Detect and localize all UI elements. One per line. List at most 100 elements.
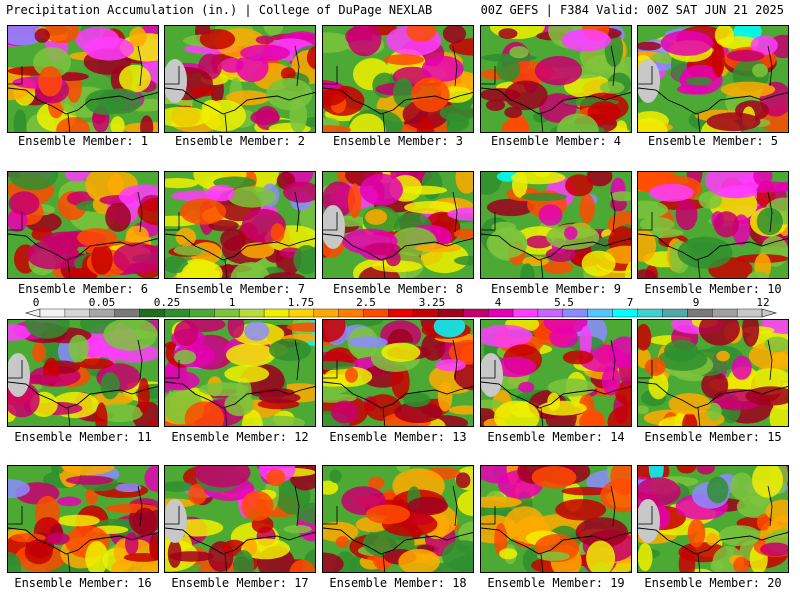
precipitation-field [165, 26, 315, 132]
ensemble-member-caption: Ensemble Member: 4 [476, 134, 636, 148]
colorbar-swatch [712, 308, 738, 318]
ensemble-member-caption: Ensemble Member: 5 [633, 134, 793, 148]
caption-prefix: Ensemble Member: [17, 134, 141, 148]
state-border [323, 45, 458, 132]
ensemble-member-map [637, 25, 789, 133]
ensemble-member-map [480, 319, 632, 427]
ensemble-member-map [164, 25, 316, 133]
ensemble-member-caption: Ensemble Member: 2 [160, 134, 320, 148]
colorbar-swatch [587, 308, 614, 318]
precipitation-field [165, 172, 315, 278]
precipitation-field [638, 466, 788, 572]
caption-prefix: Ensemble Member: [332, 134, 456, 148]
member-number: 3 [455, 134, 464, 148]
state-border [638, 339, 773, 426]
precipitation-field [8, 172, 158, 278]
ensemble-member-caption: Ensemble Member: 3 [318, 134, 478, 148]
state-border [323, 191, 458, 278]
ensemble-member-map [164, 319, 316, 427]
colorbar-tick-label: 3.25 [418, 296, 446, 309]
ensemble-member-caption: Ensemble Member: 18 [318, 576, 478, 590]
ensemble-member-map [164, 171, 316, 279]
ensemble-member-caption: Ensemble Member: 19 [476, 576, 636, 590]
state-border [8, 191, 143, 278]
coastline-border [8, 381, 158, 409]
precipitation-field [8, 320, 158, 426]
coastline-border [323, 233, 473, 261]
state-border [638, 485, 773, 572]
ensemble-member-caption: Ensemble Member: 8 [318, 282, 478, 296]
state-border [8, 45, 143, 132]
member-number: 2 [297, 134, 306, 148]
precipitation-field [165, 466, 315, 572]
colorbar-swatch [214, 308, 240, 318]
colorbar-swatch [438, 308, 464, 318]
precipitation-field [481, 466, 631, 572]
colorbar-swatch [39, 308, 66, 318]
coastline-border [638, 381, 788, 409]
member-number: 12 [294, 430, 309, 444]
coastline-border [638, 87, 788, 115]
colorbar-swatch [413, 308, 439, 318]
colorbar-tick-label: 0.05 [88, 296, 116, 309]
caption-prefix: Ensemble Member: [17, 282, 141, 296]
ensemble-member-map [322, 171, 474, 279]
ensemble-member-map [7, 465, 159, 573]
state-border [323, 339, 458, 426]
colorbar-swatch [139, 308, 165, 318]
colorbar-swatch [463, 308, 489, 318]
caption-prefix: Ensemble Member: [332, 282, 456, 296]
caption-prefix: Ensemble Member: [174, 282, 298, 296]
precipitation-field [638, 320, 788, 426]
colorbar-tick-label: 1.75 [287, 296, 315, 309]
colorbar-swatch [263, 308, 290, 318]
colorbar-swatch [388, 308, 414, 318]
ensemble-member-caption: Ensemble Member: 20 [633, 576, 793, 590]
state-border [323, 485, 458, 572]
member-number: 4 [613, 134, 622, 148]
coastline-border [8, 233, 158, 261]
precipitation-field [481, 172, 631, 278]
member-number: 20 [767, 576, 782, 590]
colorbar-max-arrow [761, 308, 778, 318]
colorbar-tick-label: 7 [626, 296, 634, 309]
state-border [8, 339, 143, 426]
member-number: 5 [770, 134, 779, 148]
ensemble-member-map [637, 171, 789, 279]
model-run-info: 00Z GEFS | F384 Valid: 00Z SAT JUN 21 20… [480, 3, 784, 17]
colorbar-swatch [736, 308, 763, 318]
ensemble-member-caption: Ensemble Member: 14 [476, 430, 636, 444]
ensemble-member-caption: Ensemble Member: 6 [3, 282, 163, 296]
ensemble-member-map [637, 465, 789, 573]
colorbar-swatch [537, 308, 564, 318]
ensemble-member-map [7, 319, 159, 427]
precipitation-field [8, 466, 158, 572]
ensemble-member-caption: Ensemble Member: 10 [633, 282, 793, 296]
coastline-border [165, 381, 315, 409]
colorbar-tick-label: 4 [494, 296, 502, 309]
state-border [638, 191, 773, 278]
coastline-border [323, 381, 473, 409]
precipitation-field [8, 26, 158, 132]
colorbar-swatch [512, 308, 539, 318]
member-number: 17 [294, 576, 309, 590]
caption-prefix: Ensemble Member: [329, 430, 453, 444]
coastline-border [8, 527, 158, 555]
colorbar-swatch [89, 308, 116, 318]
coastline-border [8, 87, 158, 115]
member-number: 14 [610, 430, 625, 444]
ensemble-member-caption: Ensemble Member: 13 [318, 430, 478, 444]
member-number: 18 [452, 576, 467, 590]
ensemble-member-caption: Ensemble Member: 12 [160, 430, 320, 444]
coastline-border [481, 233, 631, 261]
colorbar-swatch [164, 308, 190, 318]
colorbar-swatch [189, 308, 215, 318]
state-border [165, 45, 300, 132]
coastline-border [638, 233, 788, 261]
state-border [165, 485, 300, 572]
member-number: 1 [140, 134, 149, 148]
precipitation-field [323, 320, 473, 426]
ensemble-member-map [322, 465, 474, 573]
state-border [8, 485, 143, 572]
caption-prefix: Ensemble Member: [644, 282, 768, 296]
